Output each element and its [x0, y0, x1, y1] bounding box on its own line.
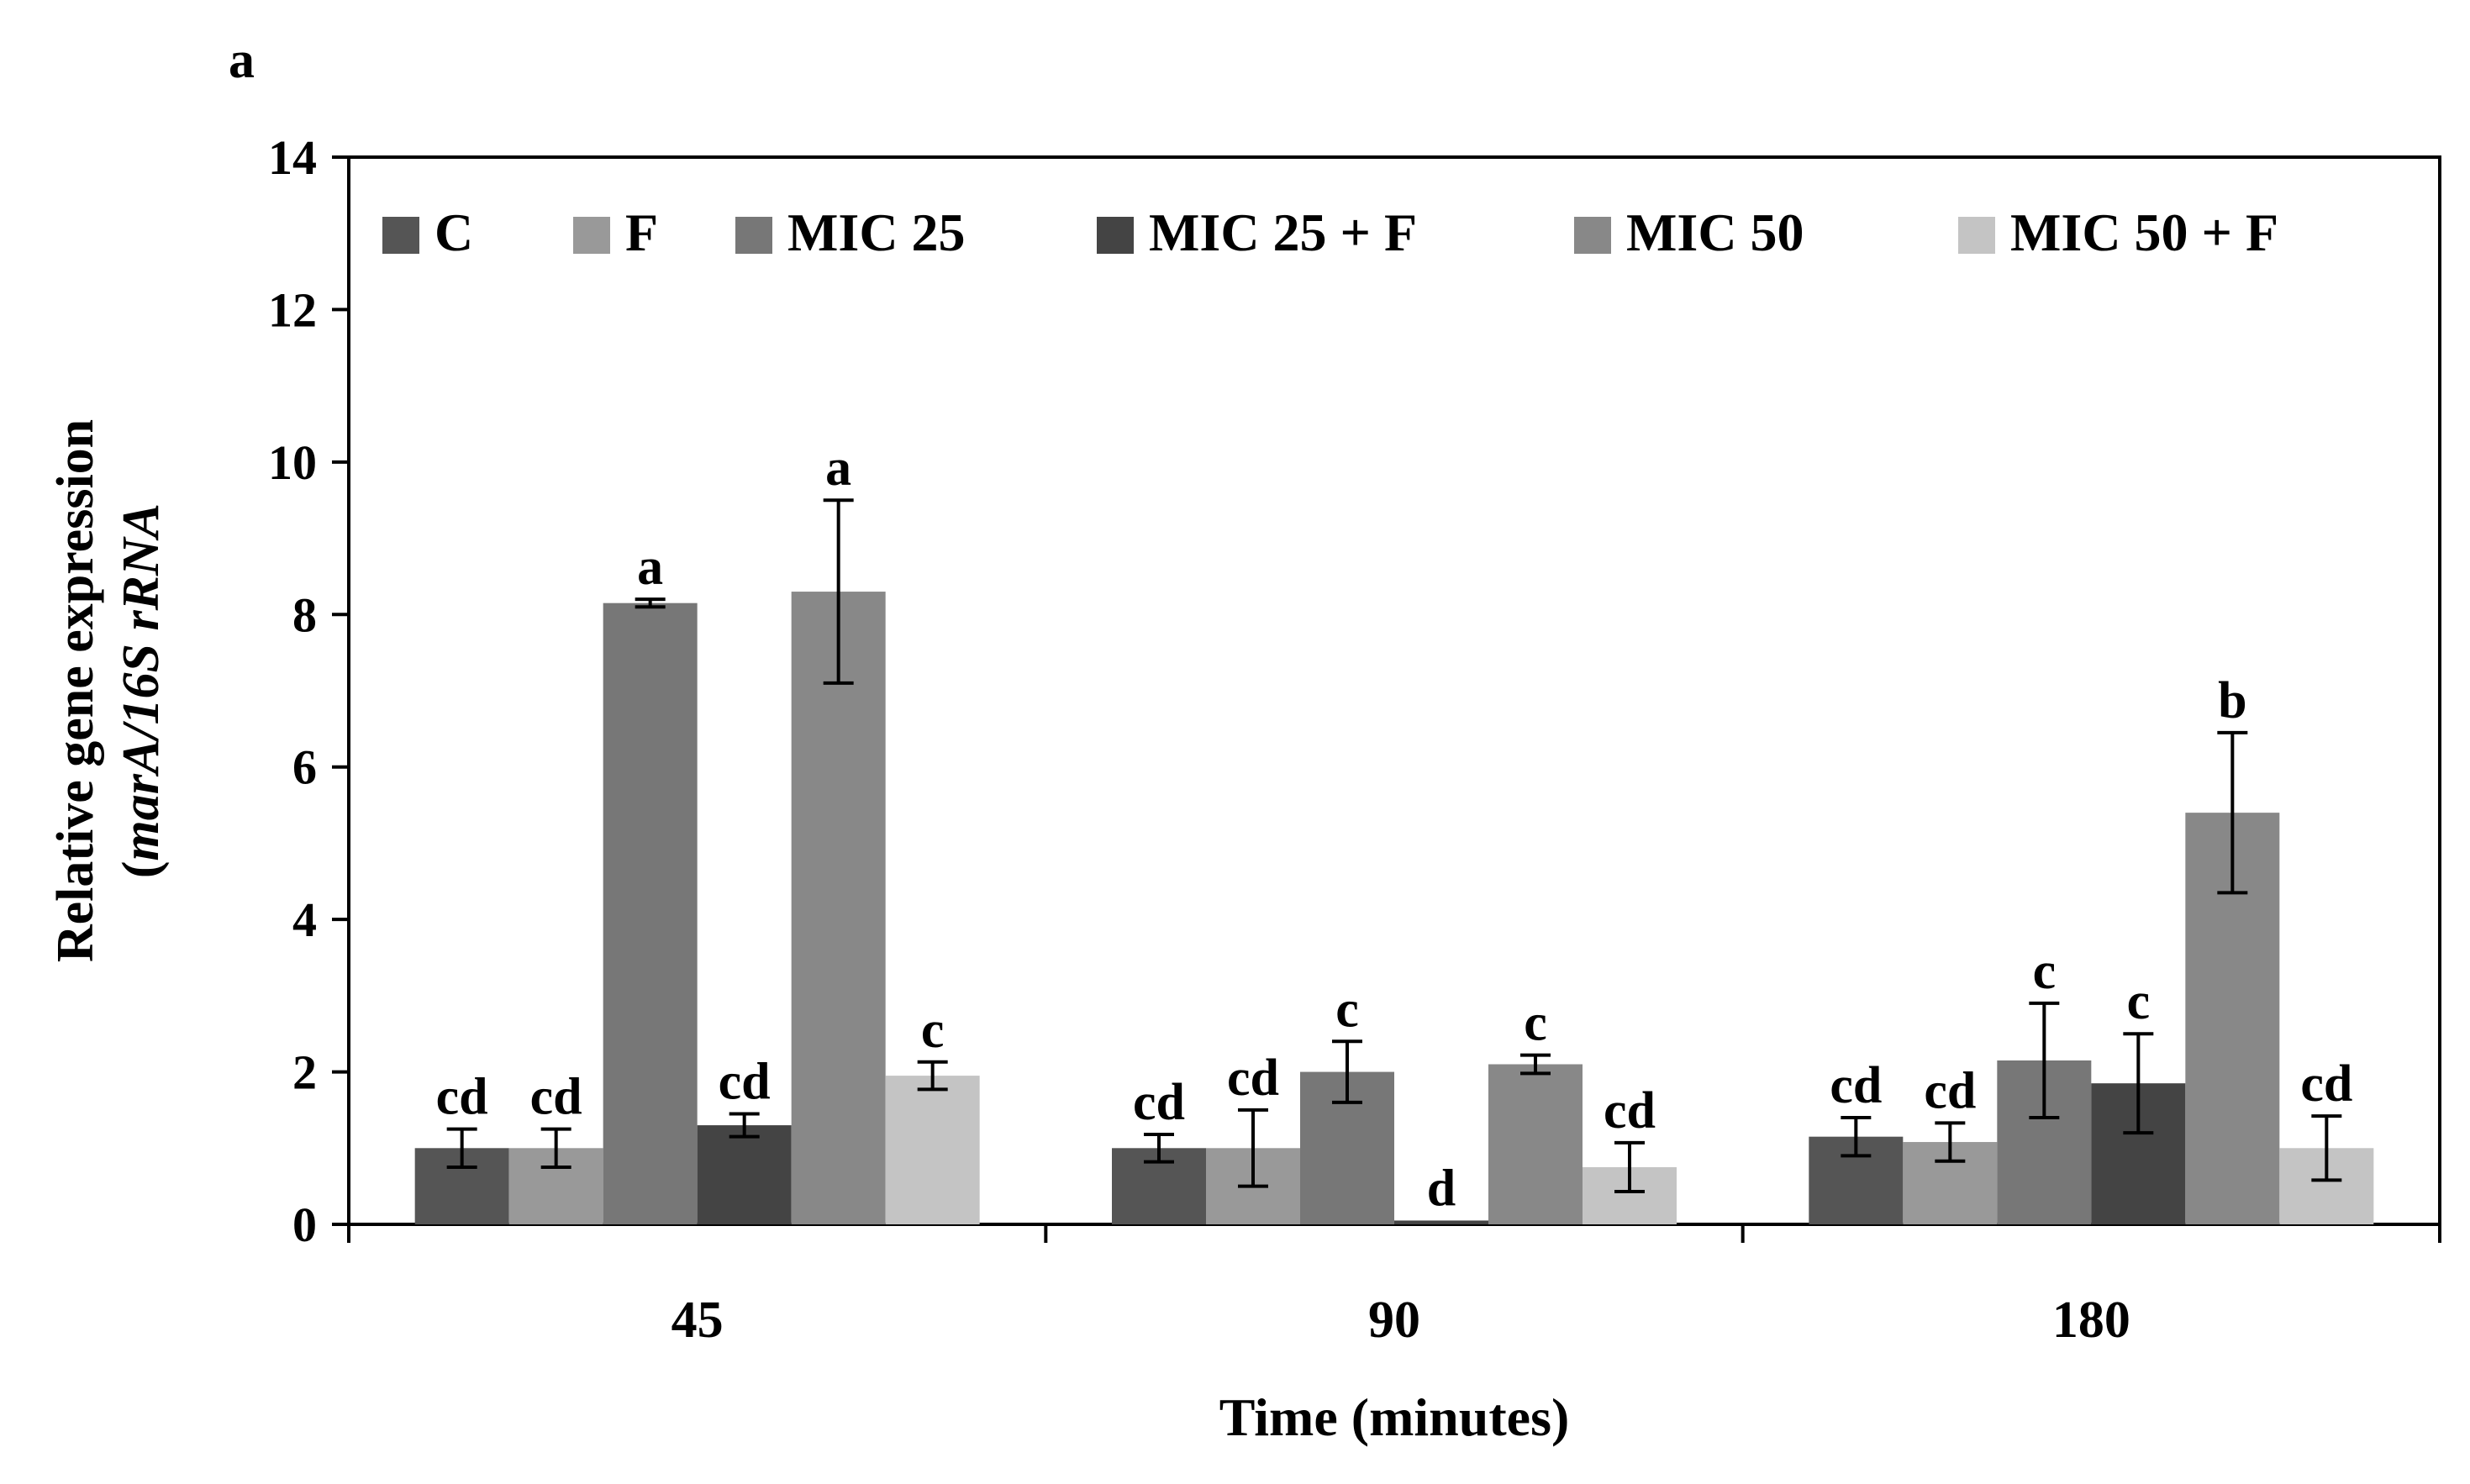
- significance-letter: cd: [1133, 1074, 1185, 1131]
- y-axis-title: Relative gene expression (marA/16S rRNA: [47, 419, 170, 962]
- legend-label: MIC 25 + F: [1149, 203, 1417, 262]
- legend-swatch: [1097, 217, 1134, 254]
- legend-label: C: [434, 203, 473, 262]
- bar: [885, 1076, 980, 1224]
- significance-letter: d: [1427, 1160, 1456, 1217]
- significance-letter: c: [2033, 943, 2057, 1000]
- bars-layer: [414, 592, 2374, 1224]
- bar: [1488, 1064, 1583, 1224]
- significance-letter: cd: [2300, 1055, 2352, 1113]
- bar: [603, 603, 698, 1224]
- significance-letter: cd: [436, 1069, 488, 1126]
- significance-letter: b: [2218, 672, 2246, 729]
- significance-letter: cd: [530, 1069, 582, 1126]
- bar: [697, 1125, 792, 1224]
- y-tick-label: 14: [268, 130, 317, 185]
- legend-swatch: [1958, 217, 1995, 254]
- significance-letter: cd: [1830, 1057, 1882, 1114]
- legend-swatch: [1574, 217, 1611, 254]
- significance-letter: a: [825, 439, 851, 497]
- y-tick-label: 12: [268, 282, 317, 337]
- y-tick-label: 4: [292, 892, 317, 947]
- y-axis: 0 2 4 6 8 10 12 14: [268, 130, 349, 1252]
- x-axis: 45 90 180: [347, 1224, 2441, 1349]
- legend-label: MIC 25: [787, 203, 966, 262]
- y-tick-label: 0: [292, 1197, 317, 1252]
- x-axis-title: Time (minutes): [1219, 1387, 1570, 1447]
- legend-label: MIC 50: [1626, 203, 1804, 262]
- legend-label: MIC 50 + F: [2010, 203, 2278, 262]
- legend: C F MIC 25 MIC 25 + F MIC 50 MIC 50 + F: [382, 203, 2278, 262]
- legend-label: F: [625, 203, 658, 262]
- significance-letter: cd: [1924, 1062, 1976, 1119]
- y-axis-title-italic: marA/16S rRNA: [113, 503, 170, 861]
- significance-letter: a: [637, 539, 663, 596]
- y-axis-title-line1: Relative gene expression: [47, 419, 104, 962]
- error-bars-layer: [446, 498, 2342, 1193]
- significance-letter: c: [921, 1002, 945, 1059]
- panel-label: a: [229, 32, 255, 89]
- significance-letter: cd: [1227, 1050, 1279, 1107]
- significance-letter: cd: [1604, 1082, 1656, 1139]
- significance-letter: cd: [719, 1053, 771, 1110]
- x-tick-label: 90: [1368, 1292, 1420, 1349]
- y-tick-label: 8: [292, 587, 317, 642]
- y-axis-title-paren: (: [113, 860, 170, 878]
- significance-letter: c: [1524, 995, 1547, 1052]
- y-tick-label: 2: [292, 1045, 317, 1100]
- significance-letter: c: [1335, 981, 1359, 1038]
- legend-swatch: [573, 217, 610, 254]
- y-axis-title-line2: (marA/16S rRNA: [113, 503, 170, 878]
- y-tick-label: 10: [268, 435, 317, 490]
- bar: [791, 592, 886, 1224]
- x-tick-label: 45: [671, 1292, 724, 1349]
- significance-letter: c: [2127, 973, 2151, 1030]
- bar: [1394, 1220, 1488, 1224]
- legend-swatch: [382, 217, 419, 254]
- y-tick-label: 6: [292, 740, 317, 795]
- x-tick-label: 180: [2052, 1292, 2130, 1349]
- legend-swatch: [735, 217, 772, 254]
